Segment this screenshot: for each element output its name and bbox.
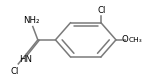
- Text: CH₃: CH₃: [129, 37, 142, 43]
- Text: HN: HN: [19, 55, 32, 64]
- Text: Cl: Cl: [97, 6, 106, 15]
- Text: Cl: Cl: [10, 67, 19, 76]
- Text: O: O: [122, 35, 129, 44]
- Text: NH₂: NH₂: [23, 16, 40, 25]
